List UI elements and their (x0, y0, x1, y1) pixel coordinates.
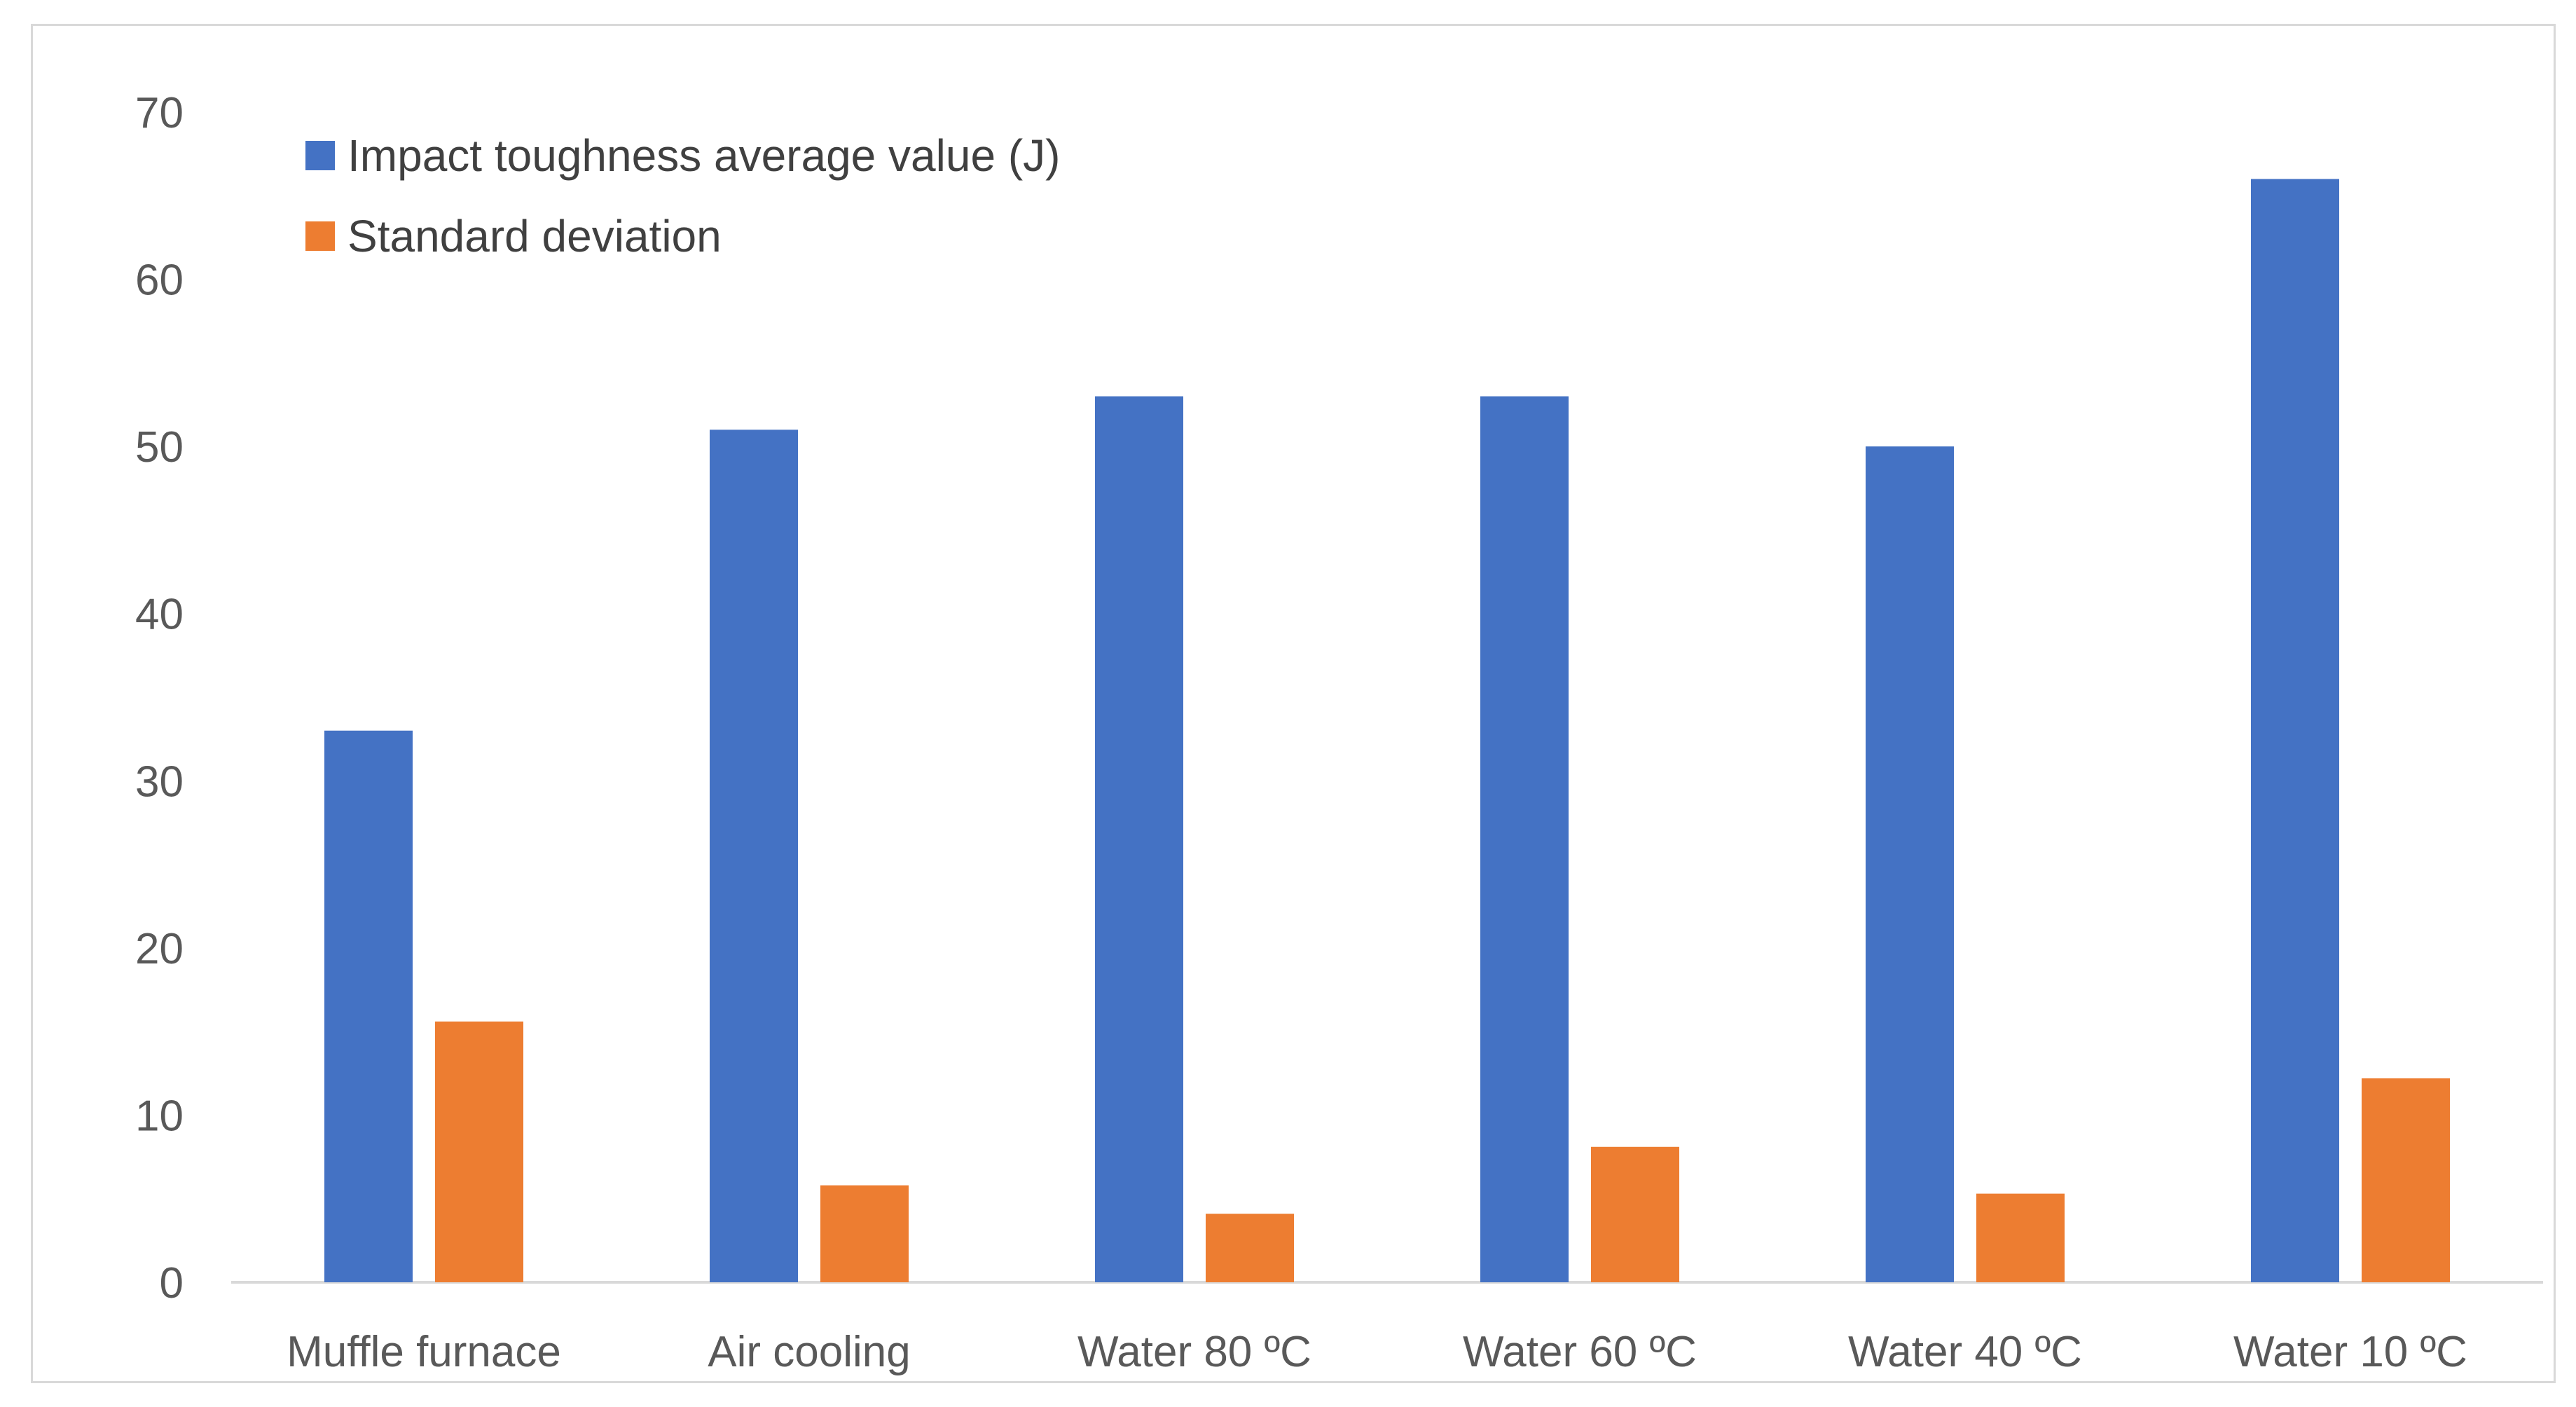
y-tick-label: 70 (135, 89, 184, 137)
x-tick-label: Muffle furnace (287, 1328, 561, 1376)
bars (324, 179, 2450, 1283)
bar-impact-toughness (710, 430, 798, 1283)
y-tick-label: 0 (160, 1259, 184, 1308)
legend-swatch (305, 221, 335, 251)
y-tick-label: 60 (135, 256, 184, 305)
y-tick-label: 50 (135, 423, 184, 472)
x-tick-label: Water 10 ºC (2233, 1328, 2467, 1376)
bar-standard-deviation (820, 1185, 909, 1282)
x-axis: Muffle furnace Air cooling Water 80 ºC Wate… (231, 1281, 2543, 1376)
bar-impact-toughness (1095, 396, 1183, 1282)
bar-standard-deviation (1206, 1214, 1294, 1282)
bar-standard-deviation (2362, 1078, 2450, 1282)
y-axis: 0 10 20 30 40 50 60 70 (135, 89, 184, 1308)
bar-impact-toughness (1480, 396, 1569, 1282)
x-tick-label: Air cooling (708, 1328, 910, 1376)
x-tick-label: Water 40 ºC (1848, 1328, 2082, 1376)
bar-standard-deviation (435, 1021, 523, 1282)
bar-impact-toughness (2251, 179, 2339, 1282)
y-tick-label: 40 (135, 591, 184, 639)
bar-impact-toughness (1866, 446, 1954, 1283)
y-tick-label: 10 (135, 1092, 184, 1140)
legend-swatch (305, 141, 335, 170)
bar-standard-deviation (1976, 1193, 2065, 1282)
y-tick-label: 20 (135, 925, 184, 973)
y-tick-label: 30 (135, 757, 184, 806)
legend-label: Standard deviation (347, 211, 722, 261)
x-tick-label: Water 80 ºC (1077, 1328, 1311, 1376)
bar-standard-deviation (1591, 1146, 1679, 1282)
bar-impact-toughness (324, 730, 413, 1282)
legend-label: Impact toughness average value (J) (347, 130, 1060, 181)
legend: Impact toughness average value (J) Standa… (305, 130, 1060, 261)
x-tick-label: Water 60 ºC (1463, 1328, 1697, 1376)
